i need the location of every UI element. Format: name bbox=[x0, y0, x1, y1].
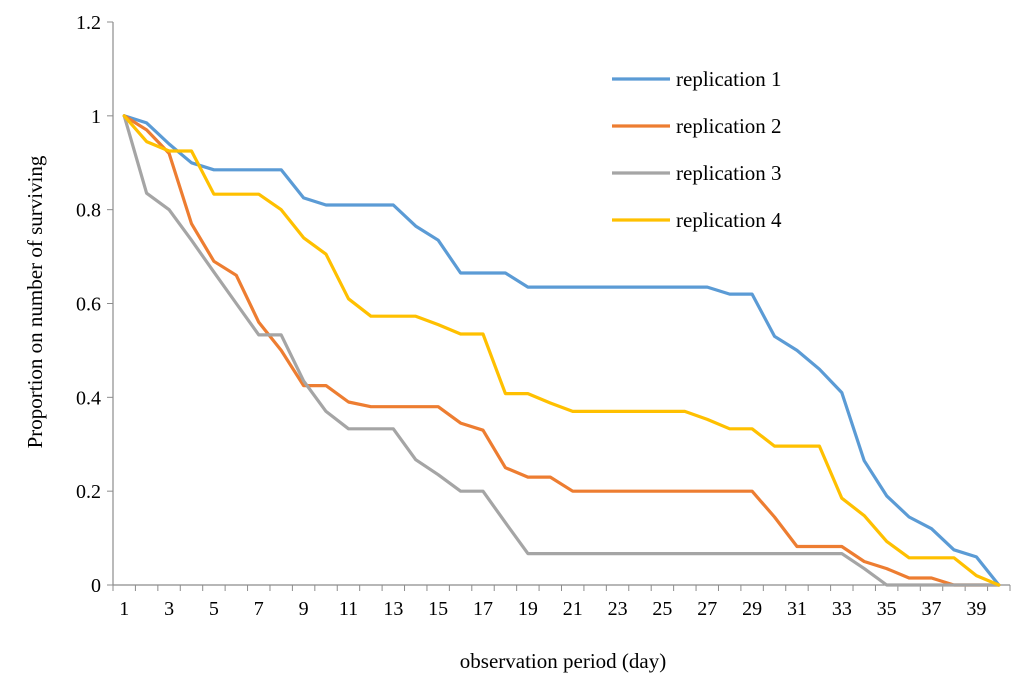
y-tick-label: 0.2 bbox=[76, 481, 101, 503]
series-line-replication-2 bbox=[122, 114, 1001, 587]
y-tick-label: 0.8 bbox=[76, 200, 101, 222]
x-tick-label: 5 bbox=[209, 598, 219, 620]
x-tick-label: 37 bbox=[922, 598, 942, 620]
y-axis-ticks: 0 0.2 0.4 0.6 0.8 1 1.2 bbox=[76, 12, 113, 597]
x-tick-label: 21 bbox=[563, 598, 583, 620]
series-lines bbox=[122, 114, 1001, 587]
y-axis-title: Proportion on number of surviving bbox=[23, 155, 47, 448]
x-tick-label: 11 bbox=[339, 598, 358, 620]
y-tick-label: 0 bbox=[91, 575, 101, 597]
series-line-replication-3 bbox=[122, 114, 1001, 587]
legend-label-replication-1: replication 1 bbox=[676, 67, 782, 91]
x-tick-label: 33 bbox=[832, 598, 852, 620]
x-tick-label: 27 bbox=[697, 598, 717, 620]
y-tick-label: 0.4 bbox=[76, 387, 101, 409]
x-tick-label: 13 bbox=[383, 598, 403, 620]
x-axis-ticks: 1 3 5 7 9 11 13 15 17 19 21 23 25 27 29 31 33 35 37 39 bbox=[112, 585, 1011, 620]
x-tick-label: 29 bbox=[742, 598, 762, 620]
series-line-replication-4 bbox=[122, 114, 1001, 587]
legend-label-replication-3: replication 3 bbox=[676, 161, 782, 185]
x-tick-label: 23 bbox=[608, 598, 628, 620]
legend: replication 1 replication 2 replication 3 r… bbox=[612, 67, 782, 232]
x-tick-label: 25 bbox=[652, 598, 672, 620]
axes bbox=[112, 22, 1010, 586]
series-line-replication-1 bbox=[122, 114, 1001, 587]
x-tick-label: 35 bbox=[877, 598, 897, 620]
x-tick-label: 31 bbox=[787, 598, 807, 620]
x-tick-label: 39 bbox=[966, 598, 986, 620]
x-tick-label: 15 bbox=[428, 598, 448, 620]
x-tick-label: 7 bbox=[254, 598, 264, 620]
x-tick-label: 19 bbox=[518, 598, 538, 620]
y-tick-label: 0.6 bbox=[76, 294, 101, 316]
x-axis-title: observation period (day) bbox=[460, 649, 666, 673]
legend-label-replication-2: replication 2 bbox=[676, 114, 782, 138]
legend-label-replication-4: replication 4 bbox=[676, 208, 782, 232]
y-tick-label: 1.2 bbox=[76, 12, 101, 34]
x-tick-label: 17 bbox=[473, 598, 493, 620]
x-tick-label: 9 bbox=[299, 598, 309, 620]
y-tick-label: 1 bbox=[91, 106, 101, 128]
x-tick-label: 3 bbox=[164, 598, 174, 620]
x-tick-label: 1 bbox=[119, 598, 129, 620]
